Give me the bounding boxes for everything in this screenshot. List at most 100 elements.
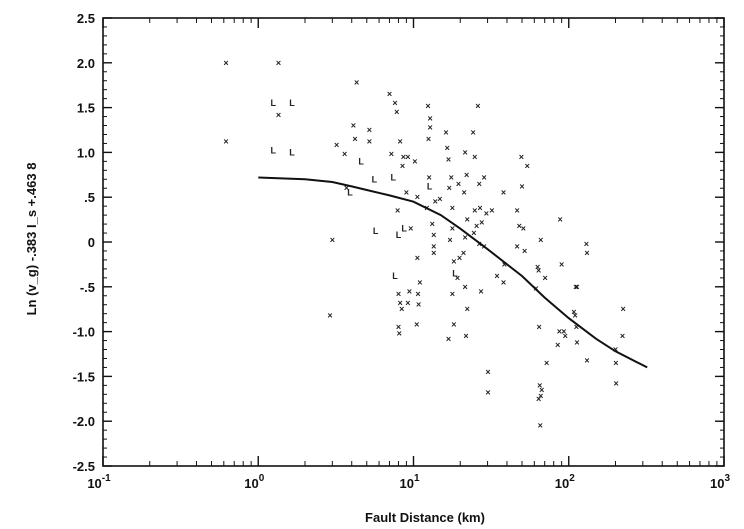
data-point-x: ×	[433, 197, 438, 207]
data-point-x: ×	[462, 233, 467, 243]
x-tick-base: 10	[710, 476, 724, 491]
data-point-x: ×	[474, 221, 479, 231]
data-point-x: ×	[416, 300, 421, 310]
data-point-x: ×	[415, 192, 420, 202]
data-point-x: ×	[574, 282, 579, 292]
data-point-x: ×	[446, 155, 451, 165]
data-point-x: ×	[408, 224, 413, 234]
y-tick-label: 2.0	[77, 56, 95, 71]
y-tick-label: 0	[88, 235, 95, 250]
data-point-x: ×	[455, 273, 460, 283]
data-point-x: ×	[519, 152, 524, 162]
data-point-l: L	[452, 268, 458, 278]
x-tick-base: 10	[555, 476, 569, 491]
data-point-x: ×	[501, 277, 506, 287]
y-tick-label: -.5	[80, 280, 95, 295]
x-tick-label: 103	[710, 473, 730, 491]
data-point-x: ×	[461, 248, 466, 258]
data-point-x: ×	[450, 203, 455, 213]
data-point-x: ×	[462, 147, 467, 157]
data-point-x: ×	[535, 262, 540, 272]
data-point-x: ×	[407, 286, 412, 296]
y-tick-label: 1.5	[77, 101, 95, 116]
data-point-x: ×	[465, 304, 470, 314]
data-point-x: ×	[450, 224, 455, 234]
data-point-x: ×	[584, 355, 589, 365]
data-point-x: ×	[405, 152, 410, 162]
data-point-x: ×	[334, 140, 339, 150]
data-point-l: L	[271, 146, 277, 156]
data-point-x: ×	[412, 156, 417, 166]
data-point-x: ×	[574, 322, 579, 332]
data-point-x: ×	[451, 319, 456, 329]
data-point-x: ×	[613, 358, 618, 368]
data-point-x: ×	[456, 179, 461, 189]
data-point-x: ×	[514, 241, 519, 251]
data-point-x: ×	[613, 345, 618, 355]
data-point-x: ×	[489, 206, 494, 216]
data-point-x: ×	[404, 188, 409, 198]
y-tick-label: 1.0	[77, 145, 95, 160]
data-point-x: ×	[405, 298, 410, 308]
data-point-x: ×	[396, 322, 401, 332]
data-point-x: ×	[557, 327, 562, 337]
data-point-x: ×	[367, 125, 372, 135]
data-point-x: ×	[447, 183, 452, 193]
x-tick-exponent: 2	[569, 473, 575, 484]
plot-border	[102, 17, 725, 467]
data-point-x: ×	[395, 206, 400, 216]
data-point-x: ×	[430, 219, 435, 229]
data-point-x: ×	[462, 188, 467, 198]
data-point-x: ×	[449, 172, 454, 182]
data-point-l: L	[427, 181, 433, 191]
regression-curve	[258, 176, 648, 369]
data-point-x: ×	[522, 246, 527, 256]
data-point-l: L	[396, 230, 402, 240]
data-point-x: ×	[446, 334, 451, 344]
data-point-x: ×	[428, 113, 433, 123]
data-point-x: ×	[457, 253, 462, 263]
x-tick-label: 100	[244, 473, 264, 491]
data-point-x: ×	[573, 282, 578, 292]
data-point-x: ×	[344, 183, 349, 193]
data-point-x: ×	[481, 172, 486, 182]
data-point-x: ×	[561, 327, 566, 337]
data-point-x: ×	[443, 128, 448, 138]
data-point-l: L	[390, 172, 396, 182]
x-tick-base: 10	[399, 476, 413, 491]
data-point-x: ×	[559, 259, 564, 269]
y-tick-label: 2.5	[77, 11, 95, 26]
data-point-x: ×	[557, 215, 562, 225]
data-point-x: ×	[501, 188, 506, 198]
data-point-x: ×	[472, 152, 477, 162]
data-point-x: ×	[451, 257, 456, 267]
data-point-x: ×	[399, 304, 404, 314]
data-point-x: ×	[538, 391, 543, 401]
x-tick-exponent: 1	[414, 473, 420, 484]
data-point-x: ×	[514, 206, 519, 216]
data-point-x: ×	[573, 310, 578, 320]
data-point-x: ×	[536, 266, 541, 276]
data-point-x: ×	[437, 194, 442, 204]
data-point-l: L	[289, 98, 295, 108]
data-point-x: ×	[431, 230, 436, 240]
data-point-x: ×	[563, 331, 568, 341]
x-tick-label: 10-1	[87, 473, 111, 491]
data-point-x: ×	[470, 128, 475, 138]
data-point-x: ×	[464, 170, 469, 180]
data-point-l: L	[347, 188, 353, 198]
data-point-x: ×	[539, 385, 544, 395]
data-point-x: ×	[431, 241, 436, 251]
x-tick-base: 10	[87, 476, 101, 491]
data-point-x: ×	[485, 388, 490, 398]
data-point-x: ×	[475, 101, 480, 111]
data-point-x: ×	[537, 322, 542, 332]
data-point-x: ×	[471, 228, 476, 238]
data-point-x: ×	[537, 380, 542, 390]
data-point-x: ×	[584, 248, 589, 258]
x-tick-label: 101	[399, 473, 419, 491]
x-tick-exponent: 0	[259, 473, 265, 484]
data-point-x: ×	[392, 98, 397, 108]
y-axis-title-text: Ln (v_g) -.383 I_s +.463 8	[24, 163, 39, 316]
